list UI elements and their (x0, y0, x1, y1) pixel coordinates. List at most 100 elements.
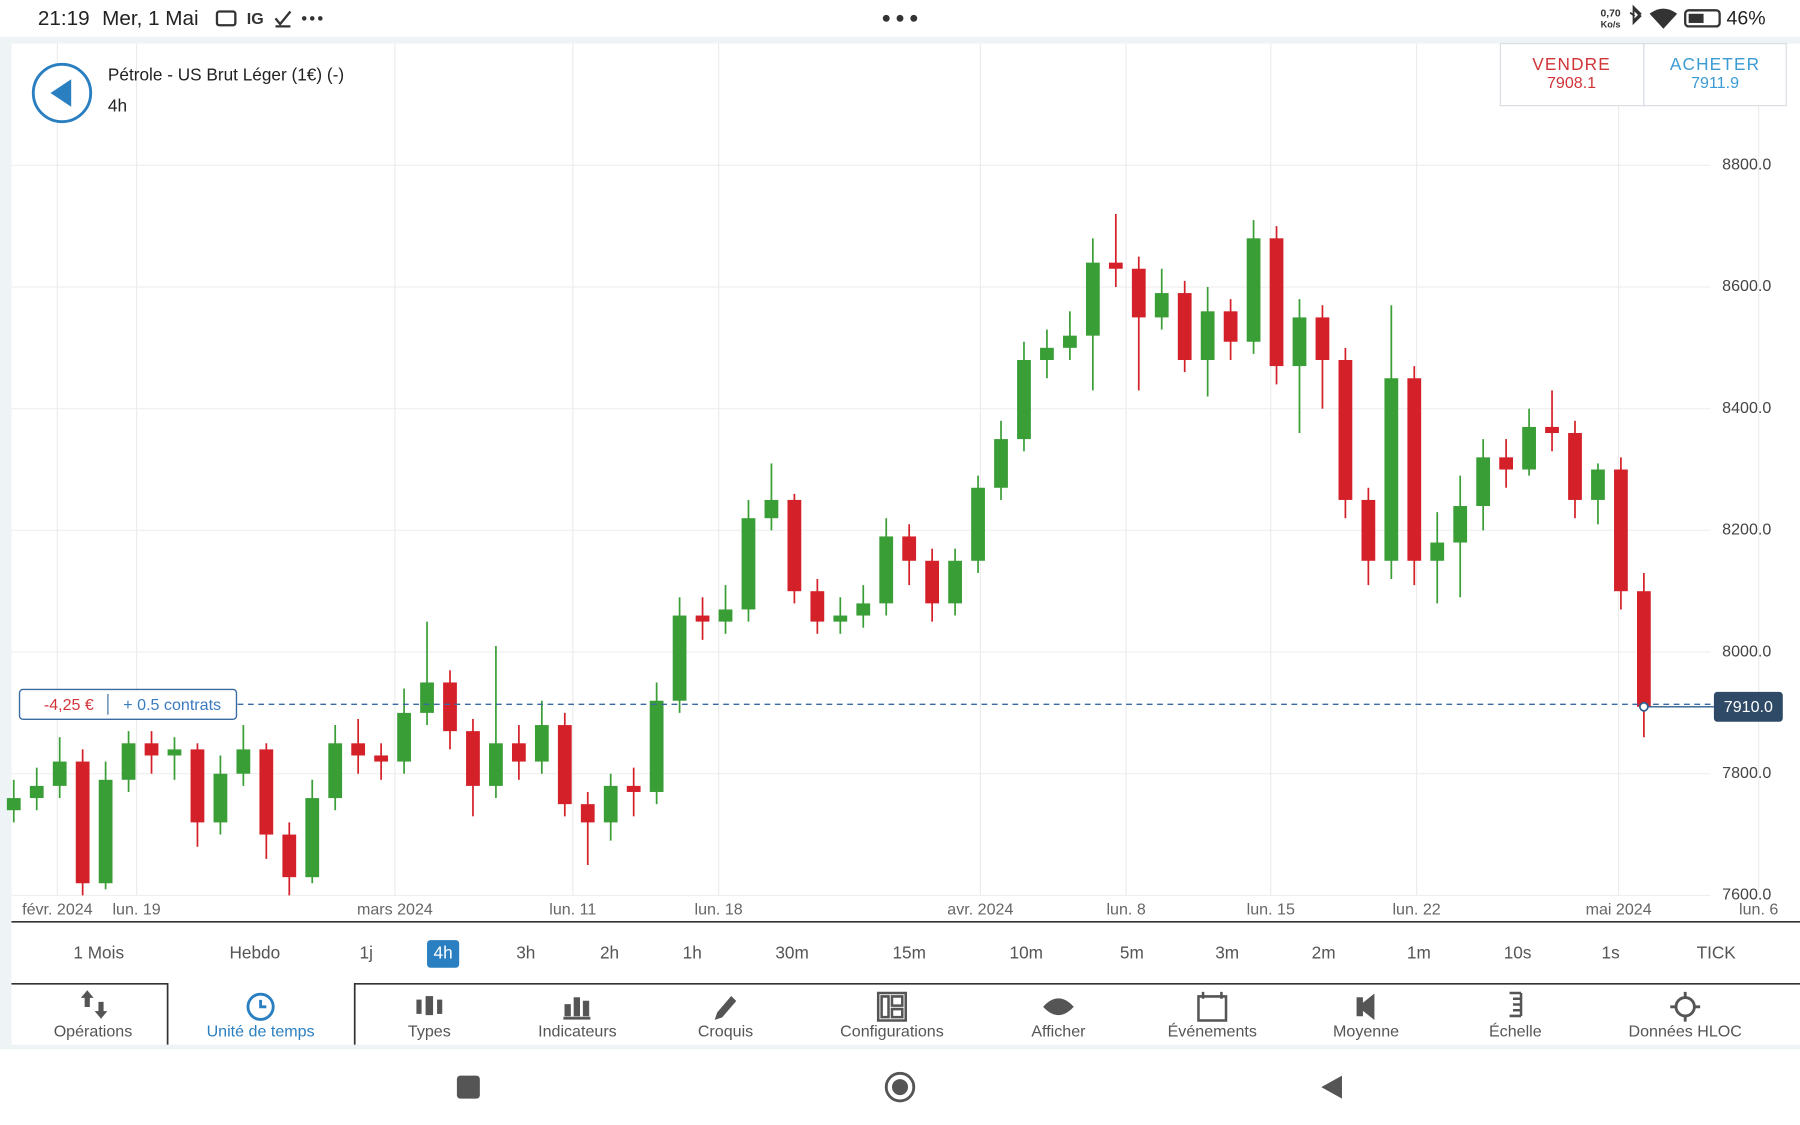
candle-body (1568, 433, 1582, 500)
timeframe-option[interactable]: Hebdo (229, 943, 280, 963)
timeframe-option[interactable]: 3m (1215, 943, 1239, 963)
timeframe-option[interactable]: 1s (1602, 943, 1620, 963)
candle-body (902, 536, 917, 561)
bluetooth-icon (1629, 4, 1642, 26)
toolbar-label[interactable]: Moyenne (1333, 1022, 1399, 1040)
toolbar-item[interactable] (714, 996, 737, 1020)
x-tick-label: lun. 18 (695, 901, 743, 919)
toolbar-label[interactable]: Configurations (840, 1022, 944, 1040)
candle-body (351, 743, 366, 756)
toolbar-label[interactable]: Afficher (1031, 1022, 1086, 1040)
candle-body (948, 560, 962, 604)
candle-body (856, 603, 871, 616)
candle-body (1154, 293, 1169, 318)
candle-body (1269, 238, 1284, 367)
toolbar-item[interactable] (80, 990, 108, 1019)
timeframe-option[interactable]: 2h (600, 943, 619, 963)
timeframe-option[interactable]: 10s (1504, 943, 1532, 963)
toolbar-icon[interactable] (416, 996, 443, 1016)
position-box[interactable] (18, 688, 238, 720)
toolbar-label[interactable]: Types (408, 1022, 451, 1040)
candle-body (810, 591, 825, 622)
timeframe-option[interactable]: 1j (360, 943, 373, 963)
buy-button[interactable]: ACHETER 7911.9 (1643, 43, 1787, 107)
sell-label[interactable]: VENDRE (1532, 54, 1611, 74)
buy-box[interactable] (1643, 43, 1787, 107)
toolbar-item[interactable] (563, 997, 591, 1020)
x-tick-label: lun. 11 (549, 901, 596, 919)
toolbar-item[interactable] (1197, 991, 1228, 1022)
toolbar-icon[interactable] (714, 996, 737, 1020)
timeframe-option[interactable]: 1m (1407, 943, 1431, 963)
toolbar-label[interactable]: Données HLOC (1629, 1022, 1742, 1040)
toolbar-item[interactable] (1509, 991, 1523, 1018)
timeframe-option[interactable]: 3h (516, 943, 535, 963)
toolbar-icon[interactable] (1197, 991, 1228, 1022)
candle-body (1040, 347, 1054, 360)
nav-home[interactable] (884, 1071, 916, 1103)
toolbar-icon[interactable] (80, 990, 108, 1019)
candle-body (190, 749, 205, 823)
toolbar-icon[interactable] (1356, 993, 1375, 1020)
toolbar-item[interactable] (1043, 998, 1074, 1016)
toolbar-icon[interactable] (1043, 998, 1074, 1016)
timeframe-option[interactable]: 4h (434, 943, 453, 963)
candle-body (1085, 262, 1100, 336)
candle-body (29, 785, 44, 799)
timeframe-option[interactable]: 10m (1010, 943, 1043, 963)
sell-button[interactable]: VENDRE 7908.1 (1499, 43, 1645, 107)
timeframe-selected-bg[interactable] (427, 940, 460, 968)
candle-body (420, 682, 434, 713)
candle-body (1636, 591, 1651, 707)
candle-body (328, 743, 343, 799)
toolbar-icon[interactable] (563, 997, 591, 1020)
nav-back[interactable] (1321, 1075, 1342, 1099)
toolbar-icon[interactable] (1509, 991, 1523, 1018)
more-icon (301, 16, 323, 21)
back-arrow[interactable] (50, 79, 72, 107)
candle-body (1591, 469, 1605, 500)
candle-body (695, 615, 710, 622)
candle-body (1384, 378, 1399, 561)
timeframe-option[interactable]: 30m (775, 943, 808, 963)
toolbar-label[interactable]: Événements (1168, 1021, 1257, 1040)
toolbar-label[interactable]: Échelle (1489, 1021, 1542, 1040)
back-button[interactable] (31, 62, 93, 124)
timeframe-option[interactable]: 5m (1120, 943, 1144, 963)
nav-home-dot[interactable] (891, 1079, 909, 1096)
candle-body (75, 761, 90, 884)
timeframe-option[interactable]: 1 Mois (73, 943, 124, 963)
toolbar-icon[interactable] (1670, 991, 1701, 1022)
instrument-title: Pétrole - US Brut Léger (1€) (-) (108, 64, 344, 84)
position-pnl[interactable]: -4,25 € (44, 696, 94, 714)
candle-body (1200, 311, 1215, 360)
timeframe-option[interactable]: TICK (1697, 943, 1737, 963)
toolbar-label[interactable]: Croquis (698, 1022, 753, 1040)
candle-body (1522, 426, 1536, 470)
timeframe-option[interactable]: 15m (892, 943, 925, 963)
x-tick-label: lun. 8 (1106, 901, 1145, 919)
toolbar-label[interactable]: Unité de temps (207, 1022, 315, 1040)
toolbar-item[interactable] (416, 996, 443, 1016)
timeframe-option[interactable]: 2m (1312, 943, 1336, 963)
position-size[interactable]: + 0.5 contrats (123, 696, 221, 714)
chart: 7600.07800.08000.08200.08400.08600.08800… (6, 43, 1783, 919)
sell-price[interactable]: 7908.1 (1547, 74, 1596, 92)
toolbar-icon[interactable] (246, 992, 275, 1021)
y-tick-label: 8200.0 (1722, 521, 1771, 539)
nav-recents[interactable] (456, 1075, 480, 1099)
buy-label[interactable]: ACHETER (1670, 54, 1760, 74)
toolbar-item[interactable] (1356, 993, 1375, 1020)
candle-body (98, 779, 113, 884)
buy-price[interactable]: 7911.9 (1691, 74, 1739, 92)
toolbar-item[interactable] (876, 991, 908, 1022)
toolbar-label[interactable]: Indicateurs (538, 1022, 617, 1040)
toolbar-icon[interactable] (259, 999, 267, 1009)
toolbar-label[interactable]: Opérations (54, 1022, 133, 1040)
timeframe-option[interactable]: 1h (683, 943, 702, 963)
status-app: IG (247, 10, 264, 28)
toolbar-icon[interactable] (876, 991, 908, 1022)
toolbar-item[interactable] (246, 992, 275, 1021)
toolbar-item[interactable] (1670, 991, 1701, 1022)
